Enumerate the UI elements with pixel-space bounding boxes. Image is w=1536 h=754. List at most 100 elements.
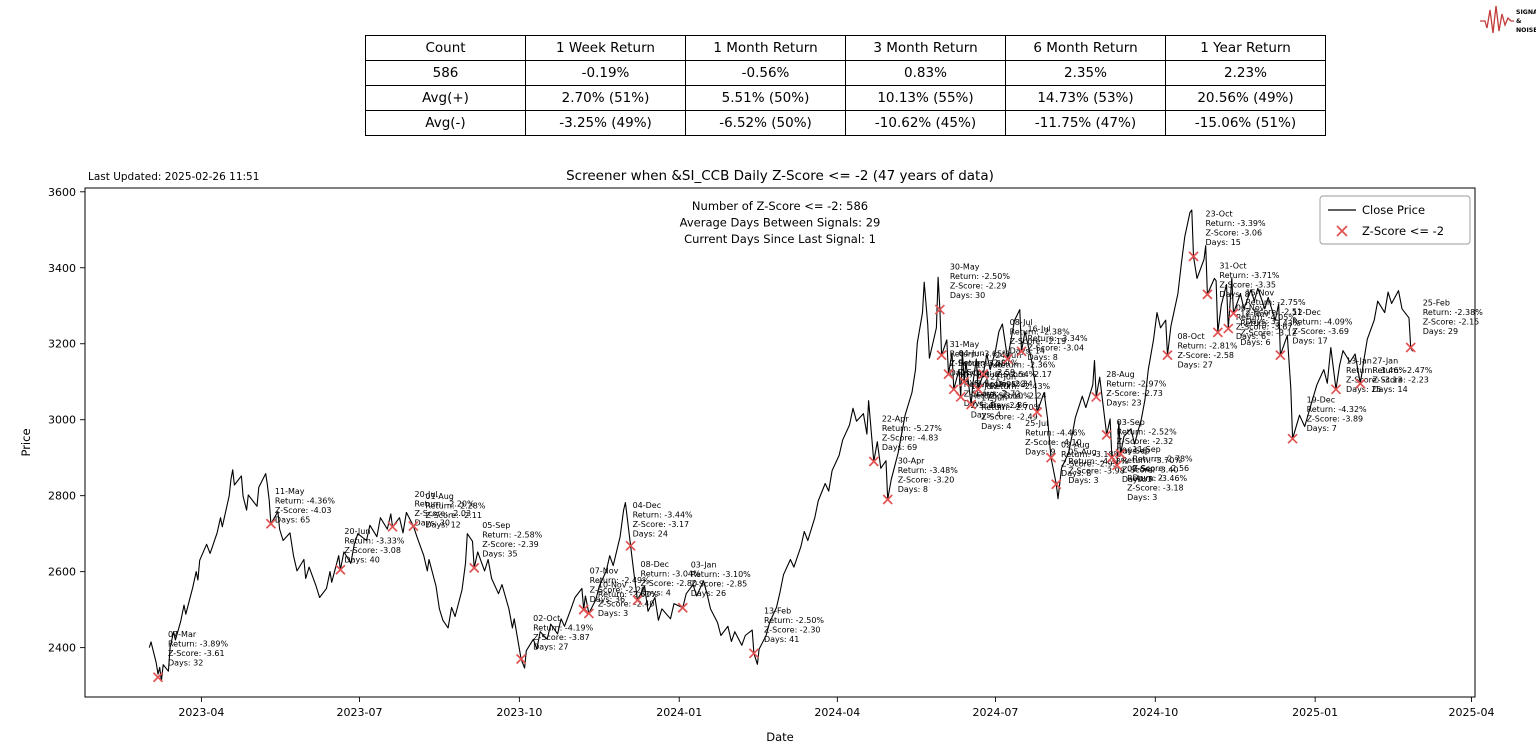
signal-annotation: 28-Aug Return: -2.97% Z-Score: -2.73 Days: … <box>1106 370 1166 408</box>
table-cell: 5.51% (50%) <box>685 85 846 111</box>
table-row: Avg(-) -3.25% (49%) -6.52% (50%) -10.62% (4… <box>365 110 1326 136</box>
signal-marker <box>936 350 947 361</box>
y-tick-label: 2400 <box>48 642 76 655</box>
table-cell: 586 <box>365 60 526 86</box>
y-tick-label: 3400 <box>48 262 76 275</box>
signal-marker <box>516 653 527 665</box>
signal-marker <box>1101 429 1112 441</box>
table-header-cell: 1 Week Return <box>525 35 686 61</box>
signal-annotation: 04-Dec Return: -3.44% Z-Score: -3.17 Days: … <box>633 501 693 539</box>
signal-marker <box>1202 289 1213 300</box>
table-row: Avg(+) 2.70% (51%) 5.51% (50%) 10.13% (55%)… <box>365 85 1326 111</box>
signal-annotation: 11-Jun Return: -3.10% Z-Score: -2.86 Days: … <box>971 382 1031 420</box>
signal-stats-line: Current Days Since Last Signal: 1 <box>684 232 876 246</box>
signal-marker <box>1188 251 1199 262</box>
signal-annotation: 13-Jan Return: -3.46% Z-Score: -3.13 Days: … <box>1346 356 1406 394</box>
table-cell: 10.13% (55%) <box>845 85 1006 111</box>
signal-marker <box>408 520 419 532</box>
returns-summary-table: Count 1 Week Return 1 Month Return 3 Month … <box>365 35 1326 136</box>
x-tick-label: 2024-10 <box>1132 706 1178 719</box>
table-header-cell: 1 Month Return <box>685 35 846 61</box>
signal-marker <box>578 604 589 615</box>
legend-box <box>1319 195 1471 245</box>
signal-annotation: 30-Apr Return: -3.48% Z-Score: -3.20 Days: … <box>898 456 958 494</box>
signal-marker <box>1287 433 1298 444</box>
signal-marker <box>1106 452 1117 463</box>
signal-marker <box>1330 384 1342 395</box>
signal-annotation: 03-Sep Return: -2.52% Z-Score: -2.32 Days: … <box>1117 418 1177 456</box>
x-tick-label: 2025-01 <box>1292 706 1338 719</box>
y-tick-label: 3600 <box>48 186 76 199</box>
signal-marker <box>882 494 893 505</box>
table-cell: 0.83% <box>845 60 1006 86</box>
y-tick-label: 2600 <box>48 566 76 579</box>
signal-annotation: 25-Feb Return: -2.38% Z-Score: -2.15 Days: … <box>1423 299 1483 337</box>
signal-marker <box>943 369 954 380</box>
x-tick-label: 2024-01 <box>656 706 702 719</box>
table-header-cell: 3 Month Return <box>845 35 1006 61</box>
signal-annotation: 12-Nov Return: -3.43% Z-Score: -3.12 Days: … <box>1240 310 1300 348</box>
table-cell: -0.19% <box>525 60 686 86</box>
signal-annotation: 09-Sep Return: -3.46% Z-Score: -3.18 Days: … <box>1127 464 1187 502</box>
table-cell: -0.56% <box>685 60 846 86</box>
logo-text-amp: & <box>1516 18 1522 25</box>
brand-logo: SIGNAL & NOISE <box>1478 2 1536 44</box>
signal-marker <box>1275 350 1286 361</box>
table-cell: 20.56% (49%) <box>1165 85 1326 111</box>
signal-marker <box>955 391 966 403</box>
x-tick-label: 2024-04 <box>814 706 860 719</box>
x-tick-label: 2025-04 <box>1449 706 1495 719</box>
signal-marker <box>748 648 760 659</box>
table-cell: 2.70% (51%) <box>525 85 686 111</box>
legend-label-zscore: Z-Score <= -2 <box>1362 224 1444 238</box>
signal-marker <box>978 369 989 380</box>
y-tick-label: 3000 <box>48 414 76 427</box>
logo-text-signal: SIGNAL <box>1516 9 1536 16</box>
signal-marker <box>152 672 164 683</box>
table-cell: 2.35% <box>1005 60 1166 86</box>
table-cell: Avg(-) <box>365 110 526 136</box>
table-row: 586 -0.19% -0.56% 0.83% 2.35% 2.23% <box>365 60 1326 86</box>
signal-marker <box>868 456 879 467</box>
signal-annotation: 22-Apr Return: -5.27% Z-Score: -4.83 Days: … <box>882 414 942 452</box>
signal-marker <box>1212 327 1223 338</box>
waveform-icon <box>1480 5 1514 34</box>
plot-border <box>84 187 1476 698</box>
signal-annotation: 03-Jan Return: -3.10% Z-Score: -2.85 Days: … <box>691 561 751 599</box>
last-updated-label: Last Updated: 2025-02-26 11:51 <box>88 171 259 183</box>
signal-annotation: 12-Dec Return: -4.09% Z-Score: -3.69 Days: … <box>1292 308 1352 346</box>
signal-stats-line: Average Days Between Signals: 29 <box>680 216 881 230</box>
signal-marker <box>469 562 480 573</box>
signal-annotation: 08-Dec Return: -3.04% Z-Score: -2.80 Days: … <box>641 560 701 598</box>
signal-annotation: 08-Oct Return: -2.81% Z-Score: -2.58 Days: … <box>1177 332 1237 370</box>
signal-annotation: 02-Oct Return: -4.19% Z-Score: -3.87 Days: … <box>533 614 593 652</box>
signal-annotation: 02-Aug Return: -3.18% Z-Score: -2.93 Days: … <box>1061 441 1121 479</box>
signal-marker <box>966 399 977 410</box>
signal-annotation: 06-Nov Return: -4.05% Z-Score: -3.67 Days: … <box>1236 303 1296 341</box>
table-header-cell: 1 Year Return <box>1165 35 1326 61</box>
signal-annotation: 31-Oct Return: -3.71% Z-Score: -3.35 Days: … <box>1219 261 1279 299</box>
signal-marker <box>1032 407 1043 418</box>
signal-annotation: 11-May Return: -4.36% Z-Score: -4.03 Days: … <box>275 487 335 525</box>
signal-annotation: 20-Jul Return: -2.20% Z-Score: -2.03 Days: … <box>415 490 475 528</box>
logo-text-noise: NOISE <box>1516 27 1536 34</box>
signal-marker <box>1405 342 1416 353</box>
signal-annotation: 11-Sep Return: -2.78% Z-Score: -2.56 Days: … <box>1133 445 1193 483</box>
signal-annotation: 17-Jun Return: -2.70% Z-Score: -2.49 Days: … <box>981 394 1041 432</box>
signal-marker <box>335 564 346 575</box>
table-cell: Avg(+) <box>365 85 526 111</box>
table-cell: -3.25% (49%) <box>525 110 686 136</box>
signal-marker <box>625 540 636 551</box>
signal-marker <box>972 384 984 395</box>
signal-annotation: 19-Dec Return: -4.32% Z-Score: -3.89 Days: … <box>1307 396 1367 434</box>
signal-marker <box>1051 479 1062 490</box>
table-cell: -15.06% (51%) <box>1165 110 1326 136</box>
signal-marker <box>1091 391 1102 403</box>
signal-annotation: 15-Nov Return: -2.75% Z-Score: -2.51 Days: … <box>1245 288 1305 326</box>
signal-annotation: 25-Jul Return: -4.46% Z-Score: -4.10 Days: … <box>1025 419 1085 457</box>
signal-annotation: 07-Mar Return: -3.89% Z-Score: -3.61 Days: … <box>168 630 228 668</box>
chart-title: Screener when &SI_CCB Daily Z-Score <= -… <box>566 168 994 184</box>
table-header-cell: 6 Month Return <box>1005 35 1166 61</box>
signal-marker <box>1002 353 1013 365</box>
